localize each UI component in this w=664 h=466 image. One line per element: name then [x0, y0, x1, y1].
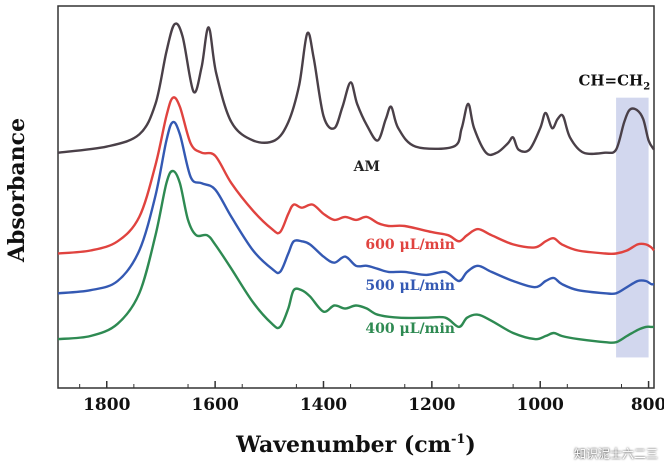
x-tick-label-5: 800 [631, 395, 664, 415]
series-line-2 [57, 120, 655, 296]
series-line-1 [57, 96, 655, 256]
series-label-1: 600 μL/min [365, 237, 455, 253]
x-tick-label-2: 1400 [300, 395, 347, 415]
series-layer [57, 22, 656, 344]
series-label-3: 400 μL/min [365, 321, 455, 337]
series-label-2: 500 μL/min [365, 278, 455, 294]
ch-ch2-annotation: CH=CH2 [578, 71, 650, 92]
y-axis-title: Absorbance [4, 118, 30, 263]
x-tick-label-3: 1200 [408, 395, 455, 415]
series-label-0: AM [353, 159, 380, 175]
x-tick-label-1: 1600 [191, 395, 238, 415]
watermark: 知识泥士六二三 [573, 447, 658, 461]
plot-frame [57, 5, 655, 389]
x-tick-label-4: 1000 [517, 395, 564, 415]
series-labels: AM 600 μL/min 500 μL/min 400 μL/min [353, 159, 455, 337]
ch-ch2-band [616, 97, 649, 358]
series-line-3 [57, 169, 654, 344]
x-ticks: 1800 1600 1400 1200 1000 800 [79, 381, 664, 415]
x-tick-label-0: 1800 [83, 395, 130, 415]
x-axis-title: Wavenumber (cm-1) [235, 432, 476, 458]
series-line-0 [57, 22, 656, 157]
